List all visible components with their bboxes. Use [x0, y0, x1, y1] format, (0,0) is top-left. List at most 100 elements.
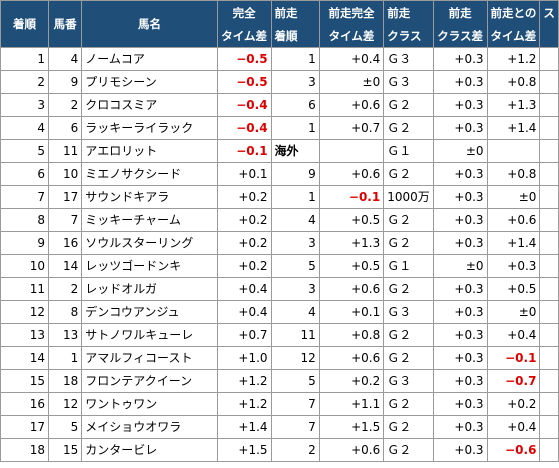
cell-horse-number: 1 [48, 346, 83, 370]
cell-prev-class-diff: ±0 [432, 139, 488, 163]
table-row: 10 14 レッツゴードンキ +0.2 5 +0.5 Ｇ１ ±0 +0.3 [0, 254, 559, 278]
cell-rank: 16 [0, 392, 50, 416]
cell-extra [539, 231, 559, 255]
cell-prev-time-diff: +0.7 [318, 116, 385, 140]
cell-horse-name: サトノワルキューレ [81, 323, 218, 347]
cell-rank: 11 [0, 277, 50, 301]
header-rank: 着順 [0, 0, 50, 48]
cell-prev-class-diff: +0.3 [432, 70, 488, 94]
cell-gap: +1.4 [486, 116, 541, 140]
cell-gap: +0.3 [486, 254, 541, 278]
cell-extra [539, 369, 559, 393]
cell-time-diff: +1.4 [216, 415, 272, 439]
cell-gap: +0.5 [486, 277, 541, 301]
cell-prev-class-diff: +0.3 [432, 415, 488, 439]
cell-extra [539, 277, 559, 301]
cell-prev-time-diff: +0.1 [318, 300, 385, 324]
cell-horse-name: クロコスミア [81, 93, 218, 117]
cell-prev-class: Ｇ２ [383, 415, 434, 439]
cell-rank: 17 [0, 415, 50, 439]
cell-prev-class-diff: +0.3 [432, 369, 488, 393]
table-row: 4 6 ラッキーライラック −0.4 1 +0.7 Ｇ２ +0.3 +1.4 [0, 116, 559, 140]
cell-time-diff: +0.2 [216, 254, 272, 278]
cell-horse-number: 14 [48, 254, 83, 278]
cell-horse-number: 2 [48, 93, 83, 117]
header-extra-line2 [539, 24, 559, 48]
table-row: 7 17 サウンドキアラ +0.2 1 −0.1 1000万 +0.3 ±0 [0, 185, 559, 209]
cell-prev-class-diff: +0.3 [432, 277, 488, 301]
table-body: 1 4 ノームコア −0.5 1 +0.4 Ｇ３ +0.3 +1.2 2 9 プリモシーン −0.5 3 ±… [0, 47, 559, 462]
cell-prev-class-diff: +0.3 [432, 231, 488, 255]
cell-prev-rank: 3 [270, 231, 320, 255]
header-extra-line1: ス [539, 0, 559, 24]
table-row: 16 12 ワントゥワン +1.2 7 +1.1 Ｇ２ +0.3 +0.2 [0, 392, 559, 416]
header-prev-class-line1: 前走 [383, 0, 434, 24]
cell-prev-rank: 4 [270, 208, 320, 232]
cell-prev-class: Ｇ２ [383, 116, 434, 140]
cell-prev-class: Ｇ２ [383, 392, 434, 416]
cell-time-diff: −0.5 [216, 47, 272, 71]
cell-prev-rank: 9 [270, 162, 320, 186]
cell-prev-class: Ｇ２ [383, 93, 434, 117]
cell-gap [486, 139, 541, 163]
cell-time-diff: +0.4 [216, 300, 272, 324]
cell-prev-time-diff: +0.5 [318, 208, 385, 232]
cell-prev-rank: 2 [270, 438, 320, 462]
cell-extra [539, 185, 559, 209]
cell-rank: 4 [0, 116, 50, 140]
cell-time-diff: −0.5 [216, 70, 272, 94]
cell-extra [539, 254, 559, 278]
cell-horse-name: ミッキーチャーム [81, 208, 218, 232]
cell-extra [539, 438, 559, 462]
cell-gap: −0.6 [486, 438, 541, 462]
cell-horse-number: 8 [48, 300, 83, 324]
cell-horse-number: 15 [48, 438, 83, 462]
cell-horse-name: ノームコア [81, 47, 218, 71]
cell-prev-rank: 11 [270, 323, 320, 347]
cell-rank: 12 [0, 300, 50, 324]
cell-gap: +0.4 [486, 415, 541, 439]
cell-rank: 15 [0, 369, 50, 393]
cell-prev-time-diff: +0.8 [318, 323, 385, 347]
table-row: 18 15 カンタービレ +1.5 2 +0.6 Ｇ２ +0.3 −0.6 [0, 438, 559, 462]
cell-prev-rank: 1 [270, 185, 320, 209]
cell-prev-class-diff: +0.3 [432, 392, 488, 416]
cell-prev-time-diff: +0.6 [318, 93, 385, 117]
cell-extra [539, 300, 559, 324]
cell-prev-time-diff: +0.6 [318, 162, 385, 186]
cell-gap: +1.4 [486, 231, 541, 255]
cell-prev-time-diff: +0.6 [318, 346, 385, 370]
header-time-diff-line1: 完全 [216, 0, 272, 24]
cell-horse-number: 13 [48, 323, 83, 347]
cell-gap: +0.8 [486, 162, 541, 186]
cell-extra [539, 162, 559, 186]
table-row: 5 11 アエロリット −0.1 海外 Ｇ１ ±0 [0, 139, 559, 163]
table-row: 12 8 デンコウアンジュ +0.4 4 +0.1 Ｇ３ +0.3 ±0 [0, 300, 559, 324]
cell-horse-name: ラッキーライラック [81, 116, 218, 140]
cell-horse-number: 18 [48, 369, 83, 393]
cell-time-diff: +0.1 [216, 162, 272, 186]
cell-horse-number: 12 [48, 392, 83, 416]
cell-prev-class-diff: +0.3 [432, 323, 488, 347]
cell-time-diff: +0.2 [216, 231, 272, 255]
cell-prev-class: Ｇ１ [383, 254, 434, 278]
cell-prev-class: Ｇ３ [383, 369, 434, 393]
table-row: 2 9 プリモシーン −0.5 3 ±0 Ｇ３ +0.3 +0.8 [0, 70, 559, 94]
cell-prev-rank: 6 [270, 93, 320, 117]
cell-horse-name: アエロリット [81, 139, 218, 163]
cell-prev-class-diff: +0.3 [432, 208, 488, 232]
header-prev-rank-line2: 着順 [270, 24, 320, 48]
cell-prev-class: Ｇ２ [383, 162, 434, 186]
cell-gap: +1.2 [486, 47, 541, 71]
cell-time-diff: +0.7 [216, 323, 272, 347]
cell-prev-class: Ｇ３ [383, 70, 434, 94]
header-prev-class-diff-line1: 前走 [432, 0, 488, 24]
cell-prev-class-diff: +0.3 [432, 116, 488, 140]
cell-prev-rank: 3 [270, 277, 320, 301]
cell-prev-class: Ｇ２ [383, 346, 434, 370]
table-row: 11 2 レッドオルガ +0.4 3 +0.6 Ｇ２ +0.3 +0.5 [0, 277, 559, 301]
cell-prev-class-diff: +0.3 [432, 300, 488, 324]
cell-time-diff: +0.2 [216, 208, 272, 232]
header-horse-number: 馬番 [48, 0, 83, 48]
cell-gap: +0.8 [486, 70, 541, 94]
